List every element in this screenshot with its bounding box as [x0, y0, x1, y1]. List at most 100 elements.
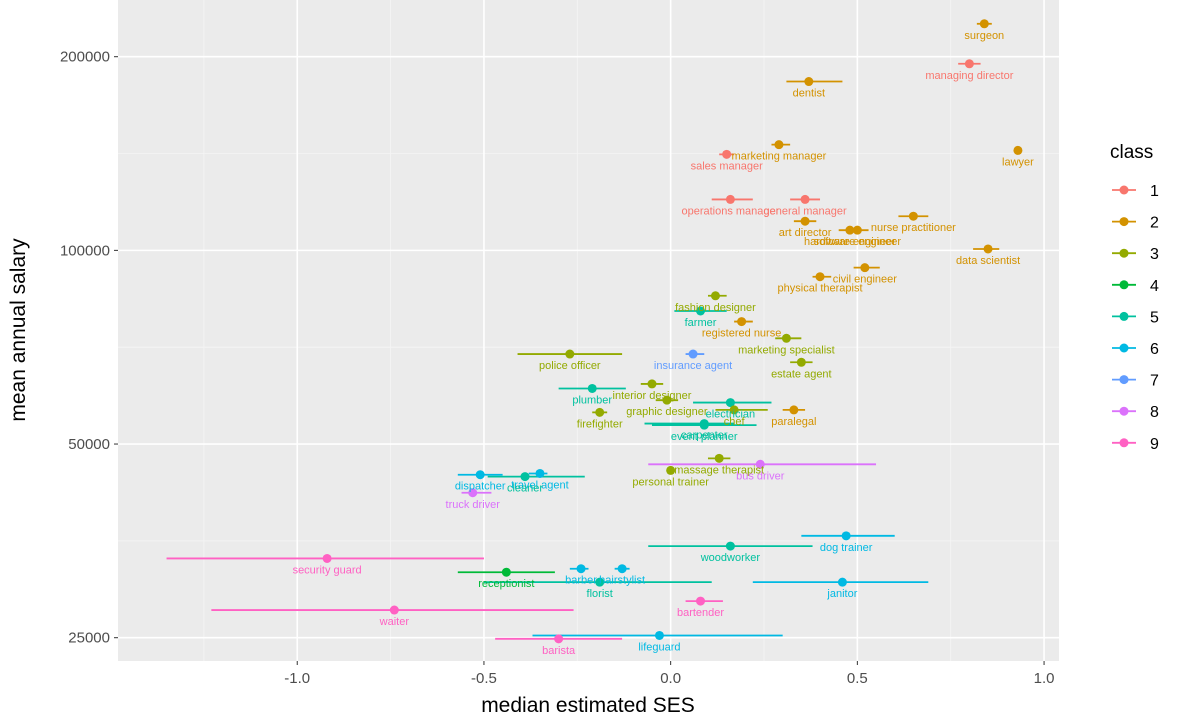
- x-tick-label: 0.5: [847, 670, 868, 687]
- data-point: [845, 225, 855, 235]
- legend-label: 7: [1150, 373, 1159, 390]
- point-label: carpenter: [681, 430, 728, 442]
- data-point: [815, 272, 825, 282]
- data-point: [595, 407, 605, 417]
- point-label: event planner: [671, 431, 738, 443]
- data-point: [908, 211, 918, 221]
- point-label: police officer: [539, 360, 601, 372]
- point-label: truck driver: [446, 499, 501, 511]
- y-axis-title: mean annual salary: [7, 238, 30, 422]
- legend-key-point: [1119, 406, 1129, 416]
- y-tick-label: 50000: [68, 436, 110, 453]
- data-point: [520, 472, 530, 482]
- point-label: interior designer: [613, 390, 692, 402]
- data-point: [554, 634, 564, 644]
- point-label: lifeguard: [638, 641, 680, 653]
- legend-key-point: [1119, 217, 1129, 227]
- plot-panel: [118, 0, 1059, 661]
- point-label: physical therapist: [778, 283, 863, 295]
- point-label: marketing specialist: [738, 344, 835, 356]
- point-label: dispatcher: [455, 481, 506, 493]
- point-label: lawyer: [1002, 156, 1034, 168]
- data-point: [322, 553, 332, 563]
- legend-key-point: [1119, 280, 1129, 290]
- data-point: [688, 349, 698, 359]
- point-label: woodworker: [700, 552, 761, 564]
- data-point: [841, 531, 851, 541]
- y-tick-label: 200000: [60, 49, 110, 66]
- legend-key-point: [1119, 185, 1129, 195]
- point-label: data scientist: [956, 255, 1020, 267]
- data-point: [501, 567, 511, 577]
- legend-label: 3: [1150, 246, 1159, 263]
- data-point: [800, 216, 810, 226]
- point-label: sales manager: [691, 160, 763, 172]
- point-labels: surgeon managing director dentist lawyer mar…: [293, 30, 1035, 657]
- data-point: [714, 453, 724, 463]
- point-label: marketing manager: [732, 151, 827, 163]
- data-point: [696, 596, 706, 606]
- point-label: massage therapist: [674, 464, 764, 476]
- data-point: [699, 419, 709, 429]
- data-point: [983, 244, 993, 254]
- point-label: registered nurse: [702, 328, 782, 340]
- data-point: [647, 379, 657, 389]
- point-label: civil engineer: [833, 274, 898, 286]
- data-point: [837, 577, 847, 587]
- point-label: florist: [587, 588, 613, 600]
- point-label: surgeon: [964, 30, 1004, 42]
- point-label: firefighter: [577, 418, 623, 430]
- data-point: [725, 398, 735, 408]
- legend: class 1 2 3 4 5 6 7 8 9: [1110, 142, 1159, 453]
- axis-ticks: -1.0 -0.5 0.0 0.5 1.0 25000 50000 100000 200000: [60, 49, 1055, 687]
- data-point: [774, 140, 784, 150]
- point-label: security guard: [293, 564, 362, 576]
- data-point: [389, 605, 399, 615]
- y-tick-label: 100000: [60, 242, 110, 259]
- point-label: graphic designer: [626, 406, 708, 418]
- legend-title: class: [1110, 142, 1153, 163]
- data-point: [1013, 145, 1023, 155]
- point-label: software engineer: [814, 236, 902, 248]
- data-point: [587, 383, 597, 393]
- legend-key-point: [1119, 248, 1129, 258]
- data-point: [781, 333, 791, 343]
- data-point: [737, 317, 747, 327]
- point-label: barista: [542, 645, 576, 657]
- x-tick-label: 0.0: [660, 670, 681, 687]
- data-point: [755, 459, 765, 469]
- point-label: chef: [724, 416, 746, 428]
- point-label: dentist: [793, 88, 825, 100]
- point-label: general manager: [763, 205, 847, 217]
- point-label: fashion designer: [675, 302, 756, 314]
- data-point: [964, 59, 974, 69]
- point-label: hardware engineer: [804, 236, 896, 248]
- legend-key-point: [1119, 375, 1129, 385]
- data-point: [800, 194, 810, 204]
- data-point: [722, 149, 732, 159]
- point-label: bus driver: [736, 470, 785, 482]
- grid-lines: [118, 0, 1059, 661]
- point-label: hairstylist: [599, 575, 645, 587]
- legend-label: 8: [1150, 404, 1159, 421]
- legend-label: 9: [1150, 436, 1159, 453]
- point-label: electrician: [706, 409, 756, 421]
- point-label: receptionist: [478, 578, 534, 590]
- data-point: [729, 405, 739, 415]
- data-point: [595, 577, 605, 587]
- data-point: [710, 291, 720, 301]
- legend-key-point: [1119, 438, 1129, 448]
- data-point: [725, 194, 735, 204]
- data-point: [468, 488, 478, 498]
- point-label: farmer: [685, 317, 717, 329]
- data-point: [535, 468, 545, 478]
- point-label: estate agent: [771, 368, 832, 380]
- legend-label: 5: [1150, 309, 1159, 326]
- legend-key-point: [1119, 343, 1129, 353]
- data-point: [852, 225, 862, 235]
- point-label: art director: [779, 227, 832, 239]
- data-point: [666, 465, 676, 475]
- data-point: [789, 405, 799, 415]
- point-label: travel agent: [511, 479, 568, 491]
- point-label: paralegal: [771, 416, 816, 428]
